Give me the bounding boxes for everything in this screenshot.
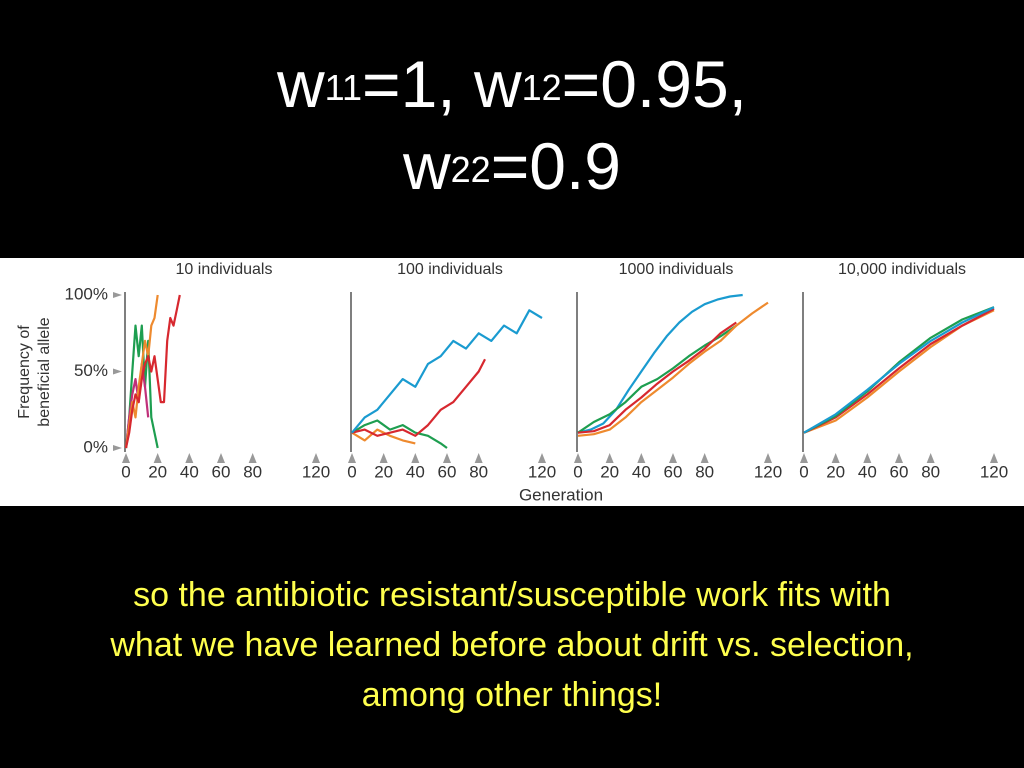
x-tick-label: 20	[600, 462, 619, 481]
x-tick-mark	[926, 453, 935, 463]
x-tick-label: 60	[890, 462, 909, 481]
y-axis-label: Frequency of	[16, 325, 33, 419]
x-axis-label: Generation	[519, 485, 603, 504]
x-tick-label: 80	[695, 462, 714, 481]
y-axis-label: beneficial allele	[36, 317, 53, 427]
caption-line: among other things!	[362, 676, 663, 714]
chart-title: 100 individuals	[397, 261, 503, 278]
x-tick-mark	[312, 453, 320, 463]
subscript: 12	[522, 67, 562, 108]
series-line	[351, 358, 486, 437]
x-tick-label: 0	[799, 462, 808, 481]
x-tick-label: 60	[664, 462, 683, 481]
caption: so the antibiotic resistant/susceptible …	[109, 576, 913, 714]
y-tick-label: 100%	[65, 284, 108, 303]
x-tick-label: 120	[980, 462, 1008, 481]
x-tick-label: 40	[406, 462, 425, 481]
caption-line: what we have learned before about drift …	[109, 626, 913, 664]
x-tick-label: 20	[374, 462, 393, 481]
caption-line: so the antibiotic resistant/susceptible …	[133, 576, 891, 614]
x-tick-label: 40	[858, 462, 877, 481]
x-tick-mark	[185, 453, 194, 463]
x-tick-label: 80	[469, 462, 488, 481]
title-text: =0.95,	[562, 47, 747, 121]
x-tick-label: 20	[148, 462, 167, 481]
y-tick-mark	[113, 445, 122, 451]
x-tick-label: 60	[438, 462, 457, 481]
x-tick-label: 120	[754, 462, 782, 481]
x-tick-mark	[669, 453, 677, 463]
series-line	[577, 293, 743, 434]
x-tick-mark	[474, 453, 483, 463]
subscript: 11	[325, 67, 362, 108]
series-line	[803, 306, 995, 434]
title-text: =1, w	[362, 47, 522, 121]
x-tick-mark	[379, 453, 388, 463]
title-line: w11=1, w12=0.95,	[276, 47, 747, 121]
series-line	[577, 301, 769, 437]
series-line	[124, 324, 159, 449]
x-tick-mark	[153, 453, 162, 463]
title-line: w22=0.9	[402, 129, 621, 203]
y-tick-mark	[113, 292, 122, 298]
x-tick-mark	[122, 453, 130, 463]
x-tick-label: 40	[180, 462, 199, 481]
figure: 10 individuals 0 20 40 60 80 120 0% 50% 100% Frequ…	[16, 261, 1008, 504]
x-tick-label: 0	[121, 462, 130, 481]
series-line	[124, 294, 181, 449]
x-tick-label: 80	[243, 462, 262, 481]
x-tick-mark	[764, 453, 772, 463]
series-line	[803, 307, 995, 434]
x-tick-label: 120	[302, 462, 330, 481]
title: w11=1, w12=0.95,w22=0.9	[276, 47, 747, 203]
series-line	[803, 306, 995, 434]
subscript: 22	[451, 149, 491, 190]
figure-background	[0, 258, 1024, 506]
series-line	[351, 419, 448, 449]
x-tick-mark	[538, 453, 546, 463]
title-text: w	[402, 129, 451, 203]
x-tick-label: 120	[528, 462, 556, 481]
chart-title: 10,000 individuals	[838, 261, 966, 278]
x-tick-mark	[831, 453, 840, 463]
y-tick-mark	[113, 368, 122, 375]
x-tick-mark	[411, 453, 420, 463]
x-tick-mark	[443, 453, 451, 463]
x-tick-label: 0	[573, 462, 582, 481]
title-text: =0.9	[491, 129, 621, 203]
x-tick-mark	[637, 453, 646, 463]
x-tick-mark	[574, 453, 582, 463]
x-tick-mark	[348, 453, 356, 463]
x-tick-mark	[895, 453, 903, 463]
chart-title: 1000 individuals	[619, 261, 734, 278]
x-tick-label: 20	[826, 462, 845, 481]
x-tick-label: 0	[347, 462, 356, 481]
x-tick-mark	[990, 453, 998, 463]
x-tick-mark	[217, 453, 225, 463]
x-tick-mark	[700, 453, 709, 463]
title-text: w	[276, 47, 325, 121]
x-tick-mark	[863, 453, 872, 463]
series-line	[577, 321, 737, 434]
series-line	[351, 309, 543, 434]
chart-title: 10 individuals	[176, 261, 273, 278]
x-tick-mark	[605, 453, 614, 463]
y-tick-label: 0%	[83, 437, 108, 456]
x-tick-label: 60	[212, 462, 231, 481]
y-tick-label: 50%	[74, 361, 108, 380]
series-line	[351, 428, 416, 445]
x-tick-label: 80	[921, 462, 940, 481]
x-tick-mark	[800, 453, 808, 463]
x-tick-mark	[248, 453, 257, 463]
x-tick-label: 40	[632, 462, 651, 481]
